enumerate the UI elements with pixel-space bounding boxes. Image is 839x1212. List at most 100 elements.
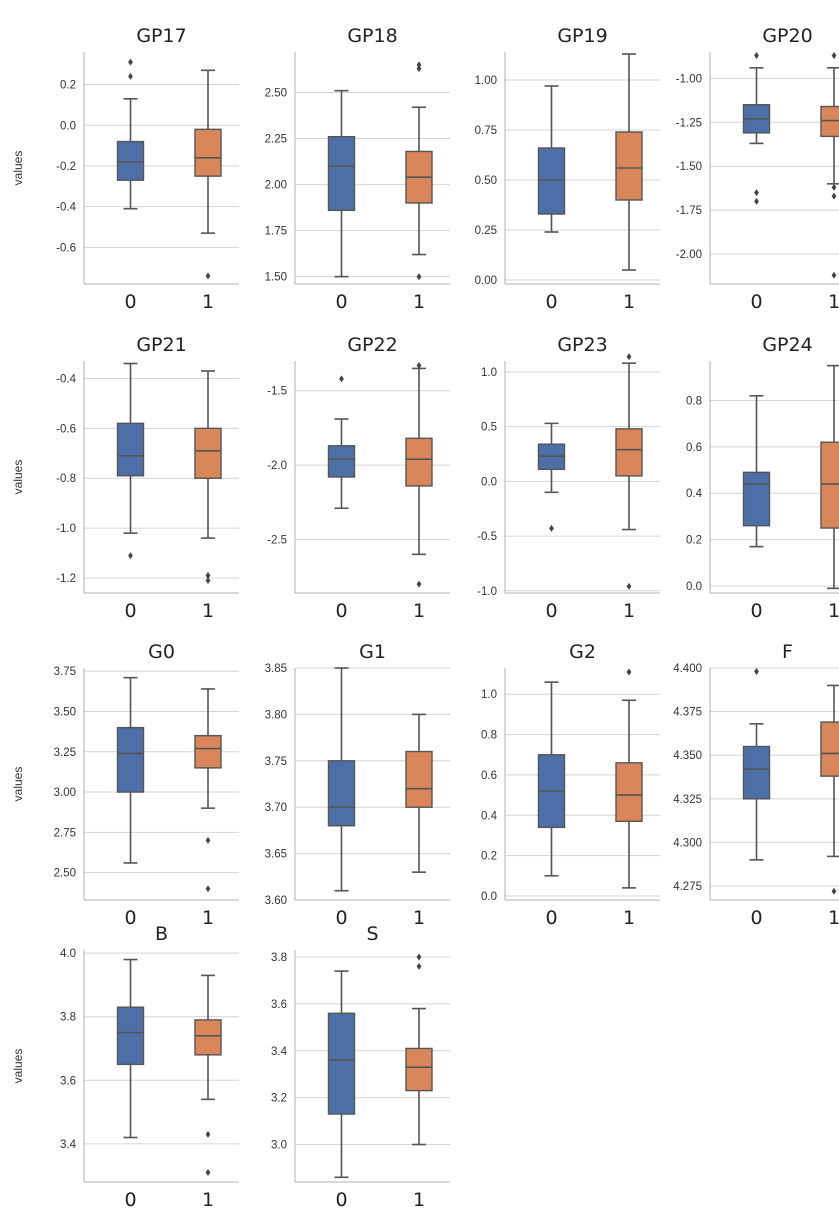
y-tick-label: 3.85 [265, 663, 287, 675]
box-group-1 [615, 353, 643, 590]
outlier-point [416, 580, 422, 588]
panel-title: GP20 [762, 25, 812, 47]
panel-title: GP21 [136, 334, 186, 356]
y-tick-label: -1.00 [676, 73, 702, 85]
boxplot-panel-gp22: -1.5 -2.0 -2.5 GP22 0 1 [225, 323, 450, 623]
boxplot-panel-g1: 3.85 3.80 3.75 3.70 3.65 3.60 G1 0 1 [225, 630, 450, 930]
outlier-point [128, 72, 133, 80]
box-body [327, 760, 356, 827]
outlier-point [416, 962, 422, 970]
x-tick-label: 1 [828, 600, 839, 622]
boxplot-svg: 3.8 3.6 3.4 3.2 3.0 S 0 1 [271, 923, 450, 1211]
y-tick-label: -1.2 [56, 573, 76, 585]
box-body [615, 131, 643, 201]
y-tick-label: -1.25 [676, 117, 702, 129]
y-tick-label: 4.400 [673, 663, 702, 675]
y-tick-label: -0.4 [56, 373, 76, 385]
outlier-point [416, 273, 422, 281]
boxplot-panel-gp17: 0.2 0.0 -0.2 -0.4 -0.6 GP17 values 0 1 [11, 14, 239, 314]
outlier-point [831, 183, 837, 191]
box-group-1 [194, 370, 222, 585]
x-tick-label: 1 [623, 600, 635, 622]
y-tick-label: 0.0 [60, 120, 76, 132]
box-body [194, 734, 222, 769]
box-group-1 [820, 364, 839, 590]
x-tick-label: 0 [750, 600, 762, 622]
y-tick-label: 0.0 [686, 581, 702, 593]
y-tick-label: 4.275 [673, 881, 702, 893]
y-tick-label: 3.4 [60, 1139, 77, 1151]
boxplot-panel-f: 4.400 4.375 4.350 4.325 4.300 4.275 F 0 1 [640, 630, 839, 930]
y-tick-label: 4.375 [673, 707, 702, 719]
outlier-point [626, 582, 632, 590]
panel-title: GP18 [347, 25, 397, 47]
box-body [615, 762, 643, 823]
outlier-point [626, 353, 632, 361]
box-body [742, 471, 771, 527]
y-tick-label: 3.2 [271, 1093, 287, 1105]
y-tick-label: 2.50 [265, 88, 287, 100]
boxplot-panel-gp24: 0.8 0.6 0.4 0.2 0.0 GP24 0 1 [640, 323, 839, 623]
outlier-point [128, 552, 133, 560]
y-tick-label: 3.60 [265, 895, 287, 907]
x-tick-label: 1 [623, 907, 635, 929]
y-tick-label: -1.0 [56, 523, 76, 535]
y-tick-label: -0.8 [56, 473, 76, 485]
y-tick-label: 0.8 [686, 395, 702, 407]
outlier-point [754, 197, 759, 205]
box-group-0 [742, 667, 771, 861]
outlier-point [205, 836, 211, 844]
box-body [194, 427, 222, 479]
y-tick-label: -2.0 [267, 460, 287, 472]
box-body [537, 147, 566, 215]
box-group-1 [820, 52, 839, 279]
y-tick-label: 3.80 [265, 709, 287, 721]
x-tick-label: 1 [413, 907, 425, 929]
boxplot-panel-gp18: 2.50 2.25 2.00 1.75 1.50 GP18 0 1 [225, 14, 450, 314]
outlier-point [128, 58, 133, 66]
y-tick-label: 2.50 [54, 868, 76, 880]
y-tick-label: 3.75 [265, 756, 287, 768]
boxplot-svg: 1.0 0.5 0.0 -0.5 -1.0 GP23 0 1 [477, 334, 660, 622]
boxplot-svg: 4.400 4.375 4.350 4.325 4.300 4.275 F 0 1 [673, 641, 839, 929]
outlier-point [831, 192, 837, 200]
box-group-0 [537, 85, 566, 233]
y-tick-label: 3.65 [265, 849, 287, 861]
box-group-1 [405, 713, 433, 873]
boxplot-panel-g0: 3.75 3.50 3.25 3.00 2.75 2.50 G0 values 0 1 [11, 630, 239, 930]
y-tick-label: 0.0 [481, 476, 497, 488]
y-tick-label: -1.5 [267, 386, 287, 398]
panel-title: GP23 [557, 334, 607, 356]
y-tick-label: 2.00 [265, 180, 287, 192]
x-tick-label: 0 [335, 907, 347, 929]
box-group-0 [116, 362, 145, 560]
x-tick-label: 0 [124, 600, 136, 622]
box-body [405, 750, 433, 808]
y-tick-label: 0.2 [686, 535, 702, 547]
box-body [405, 437, 433, 487]
panel-title: B [155, 923, 168, 945]
x-tick-label: 1 [202, 907, 214, 929]
y-tick-label: 0.00 [475, 275, 497, 287]
y-tick-label: 3.6 [60, 1075, 76, 1087]
x-tick-label: 0 [750, 291, 762, 313]
boxplot-panel-gp21: -0.4 -0.6 -0.8 -1.0 -1.2 GP21 values 0 1 [11, 323, 239, 623]
box-group-0 [327, 375, 356, 510]
x-tick-label: 0 [545, 907, 557, 929]
x-tick-label: 0 [124, 291, 136, 313]
box-group-1 [405, 361, 433, 588]
box-body [194, 1019, 222, 1056]
x-tick-label: 0 [124, 907, 136, 929]
panel-title: G0 [148, 641, 175, 663]
box-group-0 [742, 52, 771, 205]
y-tick-label: 1.50 [265, 272, 287, 284]
outlier-point [831, 887, 837, 895]
y-tick-label: 3.50 [54, 707, 76, 719]
box-group-1 [615, 53, 643, 271]
x-tick-label: 1 [828, 291, 839, 313]
box-group-1 [194, 974, 222, 1176]
y-tick-label: 3.8 [60, 1012, 76, 1024]
y-axis-label: values [11, 460, 25, 495]
